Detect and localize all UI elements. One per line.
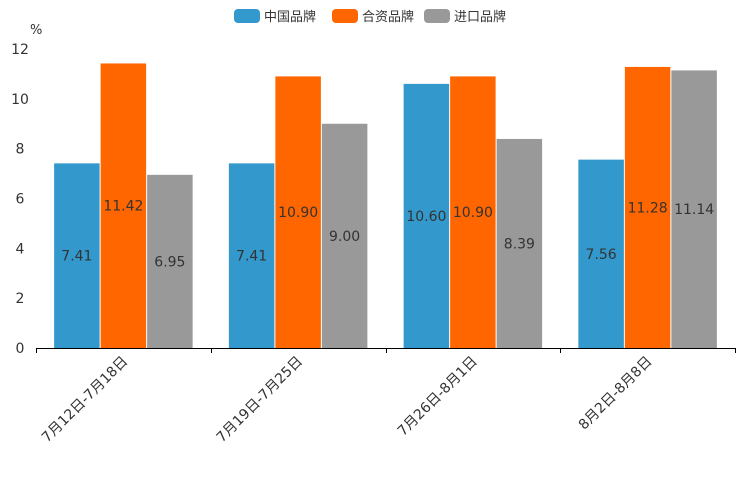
data-label: 7.56: [586, 247, 617, 263]
bar[interactable]: [450, 76, 496, 349]
x-tick-label: 7月26日-8月1日: [395, 354, 481, 440]
y-tick-label: 4: [16, 241, 25, 257]
bar[interactable]: [496, 138, 543, 348]
legend: 中国品牌 合资品牌 进口品牌: [234, 9, 506, 25]
x-tick-label: 7月12日-7月18日: [39, 354, 131, 446]
bar[interactable]: [54, 163, 100, 348]
bar[interactable]: [228, 163, 275, 348]
data-label: 10.60: [406, 209, 446, 225]
legend-label: 进口品牌: [454, 9, 506, 25]
x-axis: 7月12日-7月18日 7月19日-7月25日 7月26日-8月1日 8月2日-8月8…: [36, 348, 736, 446]
legend-label: 中国品牌: [264, 9, 316, 25]
legend-swatch: [234, 9, 260, 23]
y-tick-label: 6: [16, 192, 25, 208]
y-tick-label: 10: [11, 92, 29, 108]
y-tick-label: 2: [16, 291, 25, 307]
data-label: 8.39: [504, 236, 535, 252]
legend-swatch: [332, 9, 358, 23]
bar[interactable]: [321, 123, 368, 348]
bars: [54, 63, 717, 349]
bar[interactable]: [578, 159, 624, 348]
y-tick-label: 8: [16, 142, 25, 158]
bar[interactable]: [275, 76, 321, 349]
data-label: 11.14: [674, 202, 714, 218]
legend-item[interactable]: 进口品牌: [424, 9, 506, 25]
data-label: 11.28: [628, 200, 668, 216]
data-label: 6.95: [154, 254, 185, 270]
x-tick-label: 8月2日-8月8日: [576, 354, 656, 434]
data-label: 7.41: [236, 249, 267, 265]
bar[interactable]: [671, 70, 717, 348]
data-label: 11.42: [103, 199, 143, 215]
data-label: 10.90: [278, 205, 318, 221]
y-axis: 0 2 4 6 8 10 12: [11, 42, 29, 357]
bar[interactable]: [100, 63, 147, 349]
data-label: 7.41: [61, 249, 92, 265]
data-label: 9.00: [329, 229, 360, 245]
data-label: 10.90: [453, 205, 493, 221]
legend-swatch: [424, 9, 450, 23]
y-tick-label: 12: [11, 42, 29, 58]
x-tick-label: 7月19日-7月25日: [214, 354, 306, 446]
legend-item[interactable]: 中国品牌: [234, 9, 316, 25]
legend-label: 合资品牌: [362, 9, 414, 25]
y-tick-label: 0: [16, 341, 25, 357]
bar[interactable]: [624, 66, 671, 348]
bar-labels: 7.41 11.42 6.95 7.41 10.90 9.00 10.60 10.90 8.39…: [61, 199, 714, 271]
bar[interactable]: [403, 83, 450, 348]
bar[interactable]: [147, 174, 193, 348]
y-axis-unit-label: %: [30, 23, 42, 38]
legend-item[interactable]: 合资品牌: [332, 9, 414, 25]
